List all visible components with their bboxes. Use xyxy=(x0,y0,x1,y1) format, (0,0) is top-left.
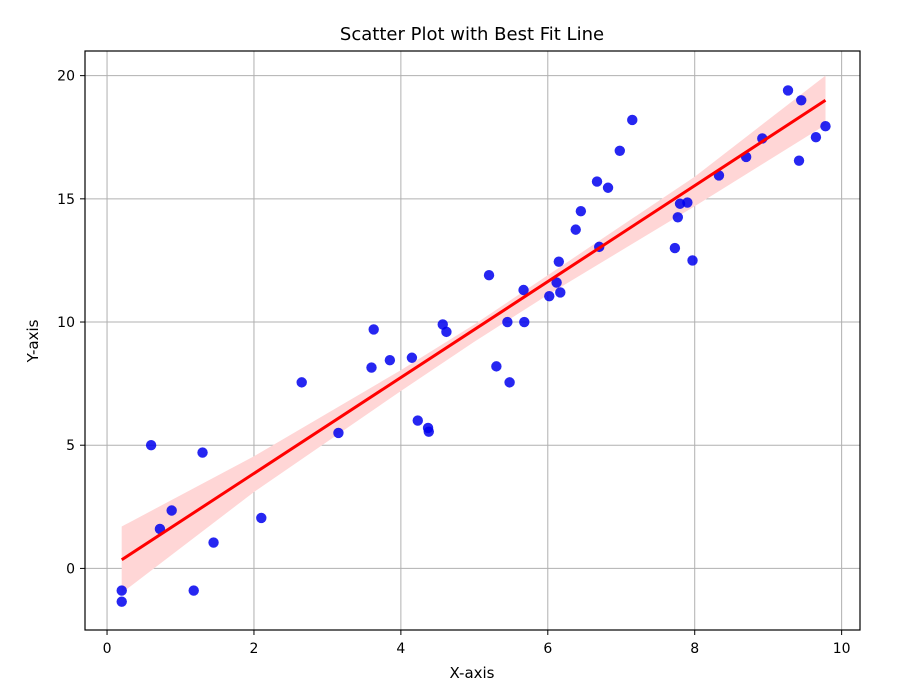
data-point xyxy=(575,205,587,217)
data-point xyxy=(551,277,562,288)
x-tick-label: 0 xyxy=(103,641,112,657)
data-point xyxy=(782,85,794,96)
x-tick-label: 10 xyxy=(833,641,851,657)
data-point xyxy=(570,224,581,235)
data-point xyxy=(296,377,307,388)
data-point xyxy=(384,355,396,366)
y-tick-label: 0 xyxy=(66,561,75,577)
data-point xyxy=(208,537,219,548)
data-point xyxy=(145,440,157,451)
data-point xyxy=(504,377,515,388)
data-point xyxy=(491,361,502,372)
data-point xyxy=(544,290,555,302)
data-point xyxy=(672,212,684,223)
confidence-band-layer xyxy=(121,75,826,594)
data-point xyxy=(682,197,693,208)
data-point xyxy=(602,182,614,193)
y-tick-label: 15 xyxy=(57,192,75,208)
plot-frame xyxy=(84,50,861,631)
y-tick-label: 20 xyxy=(57,69,75,85)
axis-ticks: 0 2 4 6 8 10 0 5 10 15 20 xyxy=(57,69,850,657)
data-point xyxy=(166,505,177,516)
data-point xyxy=(796,95,807,106)
x-tick-label: 4 xyxy=(396,641,405,657)
y-tick-label: 5 xyxy=(66,438,75,454)
y-axis-label: Y-axis xyxy=(24,319,42,363)
confidence-band xyxy=(121,75,826,594)
data-point xyxy=(553,256,565,267)
data-point xyxy=(116,585,127,596)
data-points xyxy=(116,85,831,607)
grid-lines xyxy=(85,51,860,630)
x-tick-label: 8 xyxy=(690,641,699,657)
chart-title: Scatter Plot with Best Fit Line xyxy=(340,24,604,45)
data-point xyxy=(441,326,452,338)
data-point xyxy=(669,242,681,254)
data-point xyxy=(368,324,379,335)
data-point xyxy=(366,362,377,373)
y-tick-label: 10 xyxy=(57,315,75,331)
data-point xyxy=(687,255,698,266)
best-fit-line xyxy=(120,99,827,562)
data-point xyxy=(116,596,127,607)
data-point xyxy=(591,176,603,187)
data-point xyxy=(820,120,831,132)
data-point xyxy=(502,316,513,328)
data-point xyxy=(188,585,199,596)
data-point xyxy=(333,427,344,439)
data-point xyxy=(793,155,805,166)
data-point xyxy=(256,512,267,524)
data-point xyxy=(810,132,822,143)
data-point xyxy=(627,114,638,126)
data-point xyxy=(519,316,530,328)
x-tick-label: 2 xyxy=(249,641,258,657)
x-axis-label: X-axis xyxy=(450,664,495,682)
data-point xyxy=(197,447,208,458)
data-point xyxy=(406,352,418,363)
data-point xyxy=(614,145,625,156)
data-point xyxy=(555,287,566,298)
x-tick-label: 6 xyxy=(543,641,552,657)
data-point xyxy=(412,415,423,426)
data-point xyxy=(423,426,434,437)
data-point xyxy=(518,284,529,296)
data-point xyxy=(483,270,495,281)
fit-line-layer xyxy=(120,99,827,562)
